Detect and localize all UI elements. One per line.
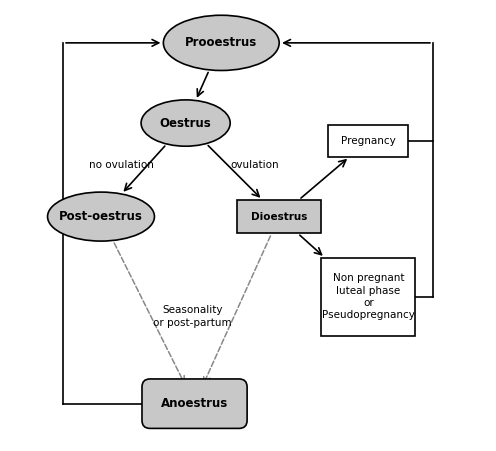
- Ellipse shape: [163, 15, 279, 70]
- FancyBboxPatch shape: [142, 379, 247, 428]
- Text: no ovulation: no ovulation: [89, 160, 153, 170]
- Text: Anoestrus: Anoestrus: [161, 397, 228, 410]
- FancyBboxPatch shape: [237, 200, 321, 233]
- FancyBboxPatch shape: [321, 258, 415, 336]
- Text: ovulation: ovulation: [230, 160, 279, 170]
- Ellipse shape: [141, 100, 230, 146]
- Text: Prooestrus: Prooestrus: [185, 37, 257, 49]
- Ellipse shape: [48, 192, 154, 241]
- Text: Non pregnant
luteal phase
or
Pseudopregnancy: Non pregnant luteal phase or Pseudopregn…: [322, 273, 415, 320]
- Text: Pregnancy: Pregnancy: [341, 136, 396, 146]
- Text: Oestrus: Oestrus: [160, 116, 211, 129]
- Text: Seasonality
or post-partum: Seasonality or post-partum: [153, 305, 232, 328]
- Text: Dioestrus: Dioestrus: [251, 212, 308, 221]
- FancyBboxPatch shape: [328, 125, 408, 157]
- Text: Post-oestrus: Post-oestrus: [59, 210, 143, 223]
